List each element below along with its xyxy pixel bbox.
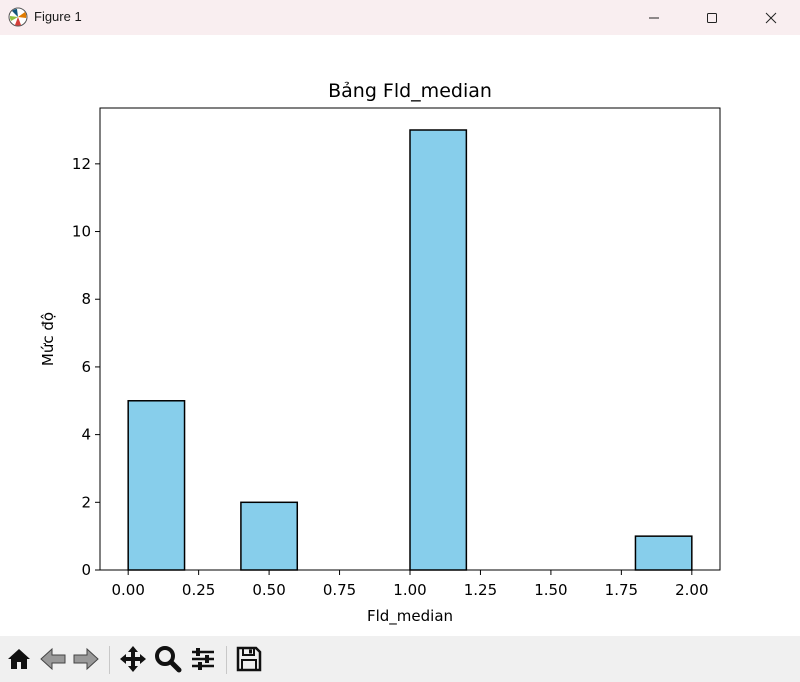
- toolbar-separator: [109, 646, 110, 674]
- close-icon: [765, 12, 777, 23]
- y-tick-label: 0: [81, 561, 91, 579]
- figure-canvas[interactable]: Bảng Fld_median 0.00 0.25 0.50 0.75 1.00 1.25…: [0, 35, 800, 635]
- x-tick-label: 0.25: [182, 581, 215, 599]
- y-tick-label: 6: [81, 358, 91, 376]
- configure-subplots-button[interactable]: [188, 644, 218, 674]
- zoom-button[interactable]: [153, 644, 183, 674]
- x-tick-label: 1.25: [464, 581, 497, 599]
- configure-subplots-icon: [192, 648, 214, 670]
- histogram-bar: [240, 501, 299, 571]
- bars-group: [127, 129, 693, 571]
- x-axis-ticks: 0.00 0.25 0.50 0.75 1.00 1.25 1.50 1.75 2.00: [111, 570, 709, 599]
- save-floppy-icon: [236, 646, 262, 672]
- y-tick-label: 10: [72, 223, 91, 241]
- x-tick-label: 1.50: [534, 581, 567, 599]
- pan-button[interactable]: [118, 644, 148, 674]
- x-tick-label: 1.00: [393, 581, 426, 599]
- back-button[interactable]: [38, 644, 68, 674]
- maximize-icon: [707, 12, 717, 23]
- x-tick-label: 0.50: [252, 581, 285, 599]
- y-tick-label: 12: [72, 155, 91, 173]
- save-button[interactable]: [234, 644, 264, 674]
- y-tick-label: 8: [81, 290, 91, 308]
- back-arrow-icon: [40, 647, 66, 671]
- y-tick-label: 4: [81, 426, 91, 444]
- window-title-bar: Figure 1: [0, 0, 800, 35]
- close-button[interactable]: [742, 0, 800, 35]
- x-tick-label: 2.00: [675, 581, 708, 599]
- x-tick-label: 1.75: [605, 581, 638, 599]
- pan-move-icon: [120, 646, 146, 672]
- y-axis-ticks: 0 2 4 6 8 10 12: [72, 155, 100, 579]
- chart-title: Bảng Fld_median: [328, 80, 492, 102]
- histogram-chart: Bảng Fld_median 0.00 0.25 0.50 0.75 1.00 1.25…: [39, 80, 721, 626]
- home-button[interactable]: [4, 644, 34, 674]
- zoom-magnifier-icon: [155, 646, 182, 673]
- y-tick-label: 2: [81, 493, 91, 511]
- minimize-button[interactable]: [625, 0, 683, 35]
- window-title: Figure 1: [34, 9, 82, 24]
- x-tick-label: 0.00: [111, 581, 144, 599]
- home-icon: [8, 649, 30, 669]
- minimize-icon: [649, 17, 659, 18]
- forward-arrow-icon: [73, 647, 99, 671]
- forward-button[interactable]: [71, 644, 101, 674]
- histogram-bar: [127, 400, 186, 571]
- x-tick-label: 0.75: [323, 581, 356, 599]
- x-axis-label: Fld_median: [367, 607, 453, 626]
- matplotlib-logo-icon: [8, 7, 28, 27]
- y-axis-label: Mức độ: [39, 312, 57, 366]
- toolbar-separator: [226, 646, 227, 674]
- histogram-bar: [634, 535, 693, 571]
- navigation-toolbar: [0, 636, 800, 682]
- maximize-button[interactable]: [683, 0, 741, 35]
- histogram-bar: [409, 129, 468, 571]
